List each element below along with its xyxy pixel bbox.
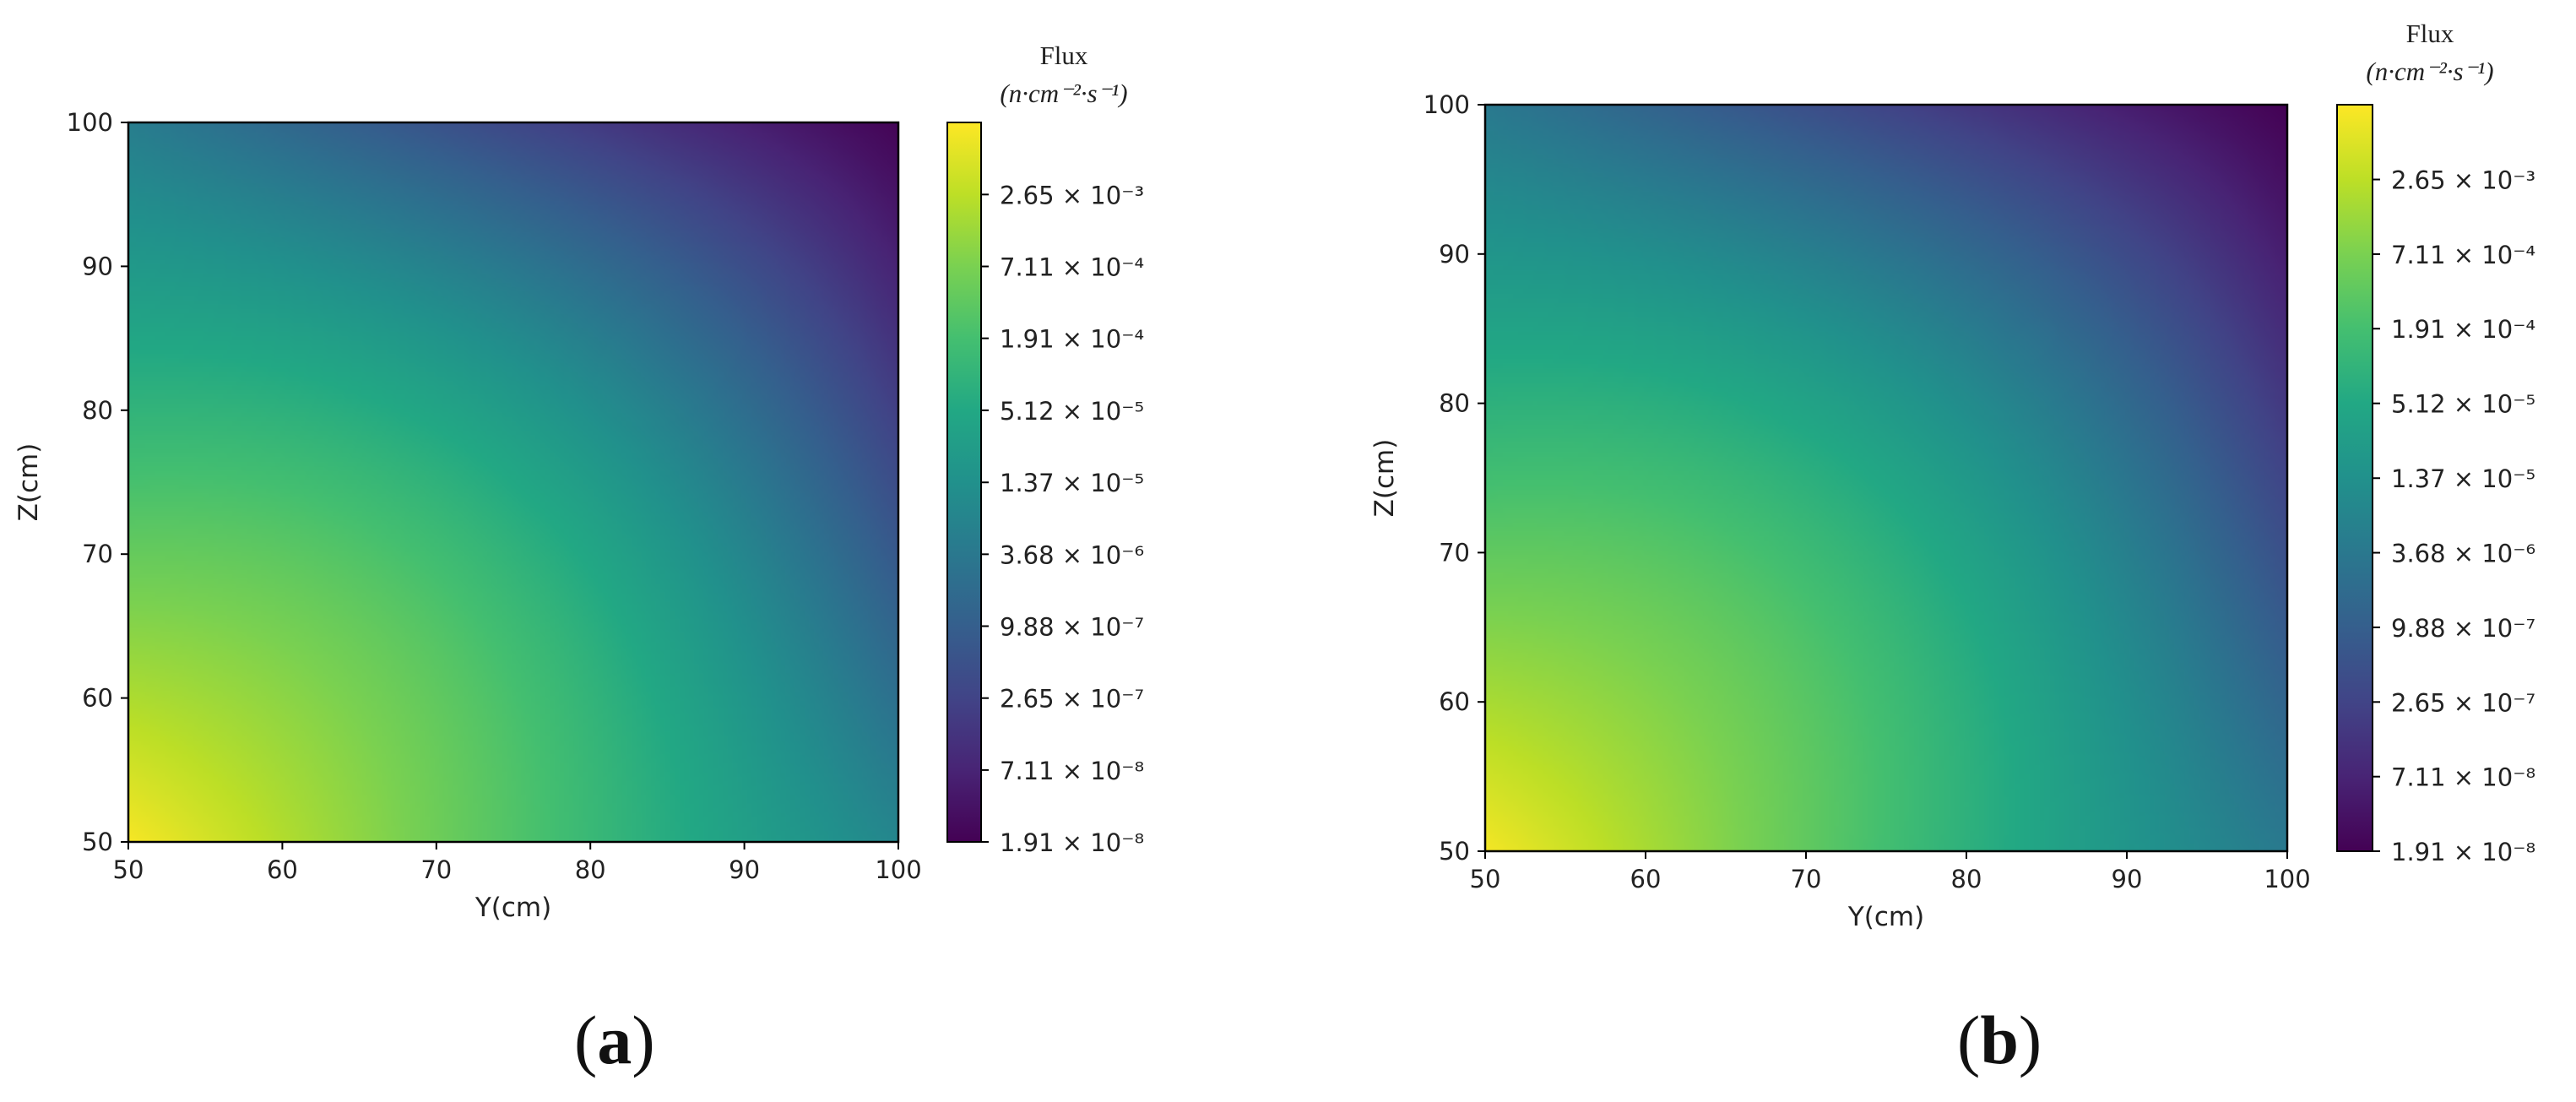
- colorbar-title: Flux: [1040, 41, 1088, 70]
- x-tick-label: 90: [2112, 865, 2143, 893]
- colorbar-tick-label: 1.91 × 10⁻⁸: [2391, 838, 2535, 866]
- y-tick-label: 60: [82, 684, 113, 713]
- panel-label-a: (a): [574, 1002, 655, 1078]
- y-tick-label: 90: [82, 252, 113, 280]
- y-axis-title: Z(cm): [1369, 439, 1400, 518]
- x-axis-title: Y(cm): [1847, 902, 1924, 932]
- colorbar-tick-label: 1.37 × 10⁻⁵: [1000, 469, 1144, 497]
- x-tick-label: 100: [875, 855, 921, 884]
- colorbar-tick-label: 9.88 × 10⁻⁷: [1000, 612, 1144, 641]
- x-tick-label: 80: [1951, 865, 1982, 893]
- plot-frame: [127, 121, 900, 844]
- y-tick-label: 70: [82, 540, 113, 568]
- panel-label-b: (b): [1957, 1002, 2042, 1078]
- x-axis-title: Y(cm): [475, 893, 551, 923]
- panel-label-b-text: b: [1980, 1002, 2019, 1078]
- y-tick-label: 100: [1424, 90, 1470, 119]
- y-tick-label: 50: [82, 828, 113, 856]
- colorbar-tick-label: 5.12 × 10⁻⁵: [1000, 397, 1144, 426]
- y-axis-title: Z(cm): [14, 443, 44, 522]
- x-tick-label: 90: [729, 855, 760, 884]
- y-tick-label: 80: [1439, 389, 1470, 418]
- x-tick-label: 50: [113, 855, 144, 884]
- y-tick-label: 70: [1439, 538, 1470, 567]
- colorbar-tick-label: 9.88 × 10⁻⁷: [2391, 614, 2535, 643]
- colorbar-unit: (n·cm⁻²·s⁻¹): [2366, 57, 2493, 86]
- colorbar-tick-label: 2.65 × 10⁻³: [1000, 181, 1144, 209]
- heatmap-chart-a: 50 60 70 80 90 100 50 60 70 80 90 100 Y(cm) Z(cm) 1.91…: [14, 41, 1144, 923]
- y-tick-label: 90: [1439, 240, 1470, 269]
- colorbar-tick-label: 1.37 × 10⁻⁵: [2391, 464, 2535, 493]
- colorbar-tick-label: 7.11 × 10⁻⁸: [1000, 757, 1144, 785]
- y-tick-label: 50: [1439, 837, 1470, 866]
- x-tick-label: 70: [1791, 865, 1822, 893]
- colorbar-title: Flux: [2406, 19, 2454, 48]
- x-tick-label: 100: [2264, 865, 2310, 893]
- heatmap-field: [1485, 105, 2287, 851]
- x-tick-label: 60: [267, 855, 298, 884]
- colorbar: [2337, 105, 2373, 851]
- colorbar-tick-label: 7.11 × 10⁻⁴: [2391, 241, 2535, 269]
- x-tick-label: 80: [575, 855, 606, 884]
- colorbar-tick-label: 3.68 × 10⁻⁶: [1000, 540, 1144, 569]
- panel-label-a-text: a: [597, 1002, 632, 1078]
- colorbar-tick-label: 5.12 × 10⁻⁵: [2391, 390, 2535, 419]
- colorbar-tick-label: 3.68 × 10⁻⁶: [2391, 540, 2535, 568]
- colorbar-tick-label: 2.65 × 10⁻⁷: [2391, 688, 2535, 717]
- x-tick-label: 70: [420, 855, 452, 884]
- y-tick-label: 100: [67, 108, 113, 137]
- x-tick-label: 60: [1630, 865, 1662, 893]
- heatmap-field: [128, 122, 898, 842]
- y-tick-label: 60: [1439, 687, 1470, 716]
- colorbar-tick-label: 7.11 × 10⁻⁸: [2391, 763, 2535, 792]
- colorbar-tick-label: 2.65 × 10⁻⁷: [1000, 685, 1144, 714]
- colorbar: [947, 122, 981, 842]
- heatmap-chart-b: 50 60 70 80 90 100 50 60 70 80 90 100 Y(cm) Z(cm) 1.91…: [1369, 19, 2535, 932]
- colorbar-tick-label: 2.65 × 10⁻³: [2391, 166, 2535, 195]
- colorbar-tick-label: 1.91 × 10⁻⁴: [2391, 315, 2535, 344]
- x-tick-label: 50: [1470, 865, 1501, 893]
- plot-frame: [1483, 103, 2289, 853]
- colorbar-tick-label: 1.91 × 10⁻⁴: [1000, 325, 1144, 354]
- colorbar-tick-label: 7.11 × 10⁻⁴: [1000, 253, 1144, 282]
- colorbar-unit: (n·cm⁻²·s⁻¹): [1000, 79, 1127, 108]
- colorbar-tick-label: 1.91 × 10⁻⁸: [1000, 828, 1144, 857]
- y-tick-label: 80: [82, 396, 113, 425]
